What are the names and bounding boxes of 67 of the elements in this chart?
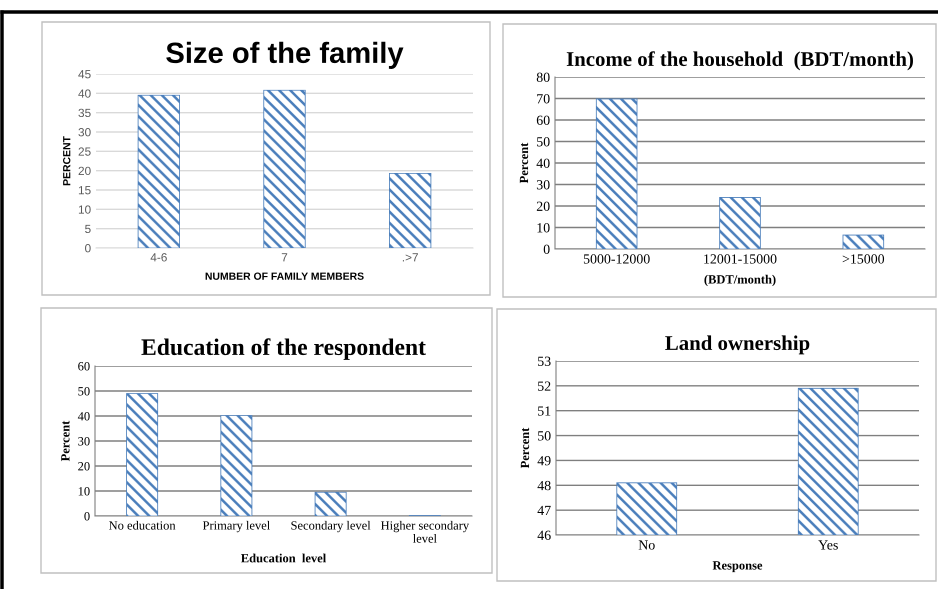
y-tick-label: 30 (78, 437, 90, 446)
y-tick-label: 15 (78, 186, 91, 194)
y-tick-label: 51 (538, 406, 550, 416)
y-tick-label: 10 (537, 223, 550, 232)
y-tick-label: 48 (538, 480, 551, 490)
y-tick-label: 30 (536, 180, 550, 190)
y-tick-label: 10 (78, 205, 91, 214)
y-tick-label: 20 (536, 202, 550, 211)
bar (263, 90, 306, 248)
x-tick-label: 7 (282, 253, 288, 262)
chart-title: Income of the household (BDT/month) (566, 51, 914, 70)
x-tick-label: Secondary level (291, 520, 370, 532)
bar (596, 98, 638, 249)
x-axis-title: NUMBER OF FAMILY MEMBERS (206, 272, 364, 280)
x-tick-label: Yes (818, 540, 838, 550)
y-tick-label: 49 (538, 456, 551, 466)
y-tick-label: 70 (537, 94, 550, 104)
x-tick-label: 12001-15000 (704, 254, 777, 264)
x-axis-title: Education level (241, 554, 326, 562)
chart-title: Land ownership (665, 335, 810, 354)
chart-title: Education of the respondent (141, 338, 426, 360)
y-tick-label: 40 (536, 158, 550, 168)
y-tick-label: 52 (538, 381, 550, 391)
y-tick-label: 10 (78, 487, 90, 496)
chart-title: Size of the family (166, 42, 404, 69)
x-tick-label: .>7 (402, 253, 418, 262)
y-tick-label: 50 (78, 387, 90, 396)
y-tick-label: 40 (78, 89, 91, 98)
y-tick-label: 35 (78, 108, 91, 118)
x-tick-label: 4-6 (150, 253, 167, 262)
y-tick-label: 20 (78, 462, 90, 470)
y-tick-label: 5 (85, 224, 91, 234)
y-tick-label: 47 (538, 506, 551, 515)
x-tick-label: No (638, 540, 655, 550)
y-tick-label: 25 (78, 147, 91, 156)
y-tick-label: 50 (537, 137, 550, 146)
y-tick-label: 45 (78, 70, 91, 78)
bar (138, 94, 180, 248)
y-tick-label: 50 (538, 431, 551, 441)
bar (719, 196, 761, 249)
x-tick-label: 5000-12000 (584, 254, 650, 264)
y-axis-title: Percent (61, 420, 70, 462)
bar (389, 172, 432, 248)
bar (126, 393, 158, 516)
y-tick-label: 46 (538, 530, 551, 540)
y-axis-title: PERCENT (63, 136, 70, 186)
y-tick-label: 30 (78, 128, 91, 136)
y-tick-label: 40 (78, 412, 90, 420)
x-tick-label: Higher secondary level (380, 520, 470, 543)
y-tick-label: 53 (538, 356, 551, 366)
x-tick-label: No education (108, 520, 176, 530)
x-axis-title: (BDT/month) (704, 274, 776, 286)
y-axis-title: Percent (520, 428, 530, 468)
bar (220, 415, 252, 516)
y-tick-label: 0 (85, 244, 91, 252)
y-tick-label: 0 (544, 244, 550, 254)
x-tick-label: Primary level (202, 520, 270, 532)
y-tick-label: 20 (78, 166, 91, 176)
bar (314, 492, 347, 516)
x-tick-label: >15000 (842, 254, 884, 264)
y-axis-title: Percent (520, 142, 528, 184)
y-tick-label: 60 (536, 116, 550, 125)
y-tick-label: 60 (78, 362, 90, 370)
bar (842, 234, 884, 249)
y-tick-label: 0 (84, 512, 90, 520)
x-axis-title: Response (712, 561, 762, 572)
y-tick-label: 80 (536, 72, 550, 82)
